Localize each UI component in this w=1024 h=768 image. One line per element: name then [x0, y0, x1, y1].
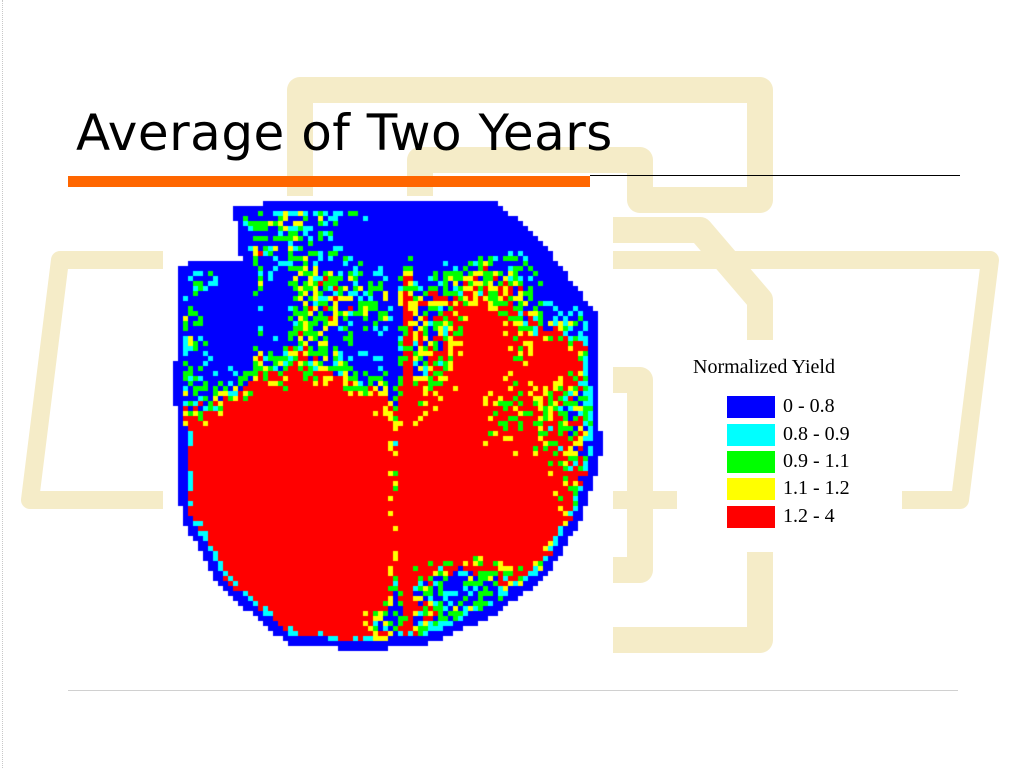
legend-label: 0.9 - 1.1	[783, 450, 850, 472]
slide-title: Average of Two Years	[76, 104, 613, 162]
legend-label: 0.8 - 0.9	[783, 423, 850, 445]
bottom-rule	[68, 690, 958, 691]
legend-item: 0.8 - 0.9	[727, 423, 897, 446]
legend-item: 1.2 - 4	[727, 505, 897, 528]
title-accent-bar	[68, 176, 590, 187]
legend-label: 0 - 0.8	[783, 395, 835, 417]
legend-swatch	[727, 396, 775, 418]
slide-edge-line	[2, 0, 3, 768]
legend-swatch	[727, 424, 775, 446]
legend-title: Normalized Yield	[693, 356, 835, 378]
legend-swatch	[727, 506, 775, 528]
legend-item: 1.1 - 1.2	[727, 477, 897, 500]
legend-swatch	[727, 478, 775, 500]
legend-item: 0 - 0.8	[727, 395, 897, 418]
yield-map	[163, 196, 613, 674]
legend-swatch	[727, 451, 775, 473]
legend-label: 1.1 - 1.2	[783, 477, 850, 499]
legend-item: 0.9 - 1.1	[727, 450, 897, 473]
yield-map-frame	[163, 196, 613, 674]
title-rule	[590, 175, 960, 176]
legend-label: 1.2 - 4	[783, 505, 835, 527]
legend: Normalized Yield 0 - 0.8 0.8 - 0.9 0.9 -…	[677, 340, 902, 552]
